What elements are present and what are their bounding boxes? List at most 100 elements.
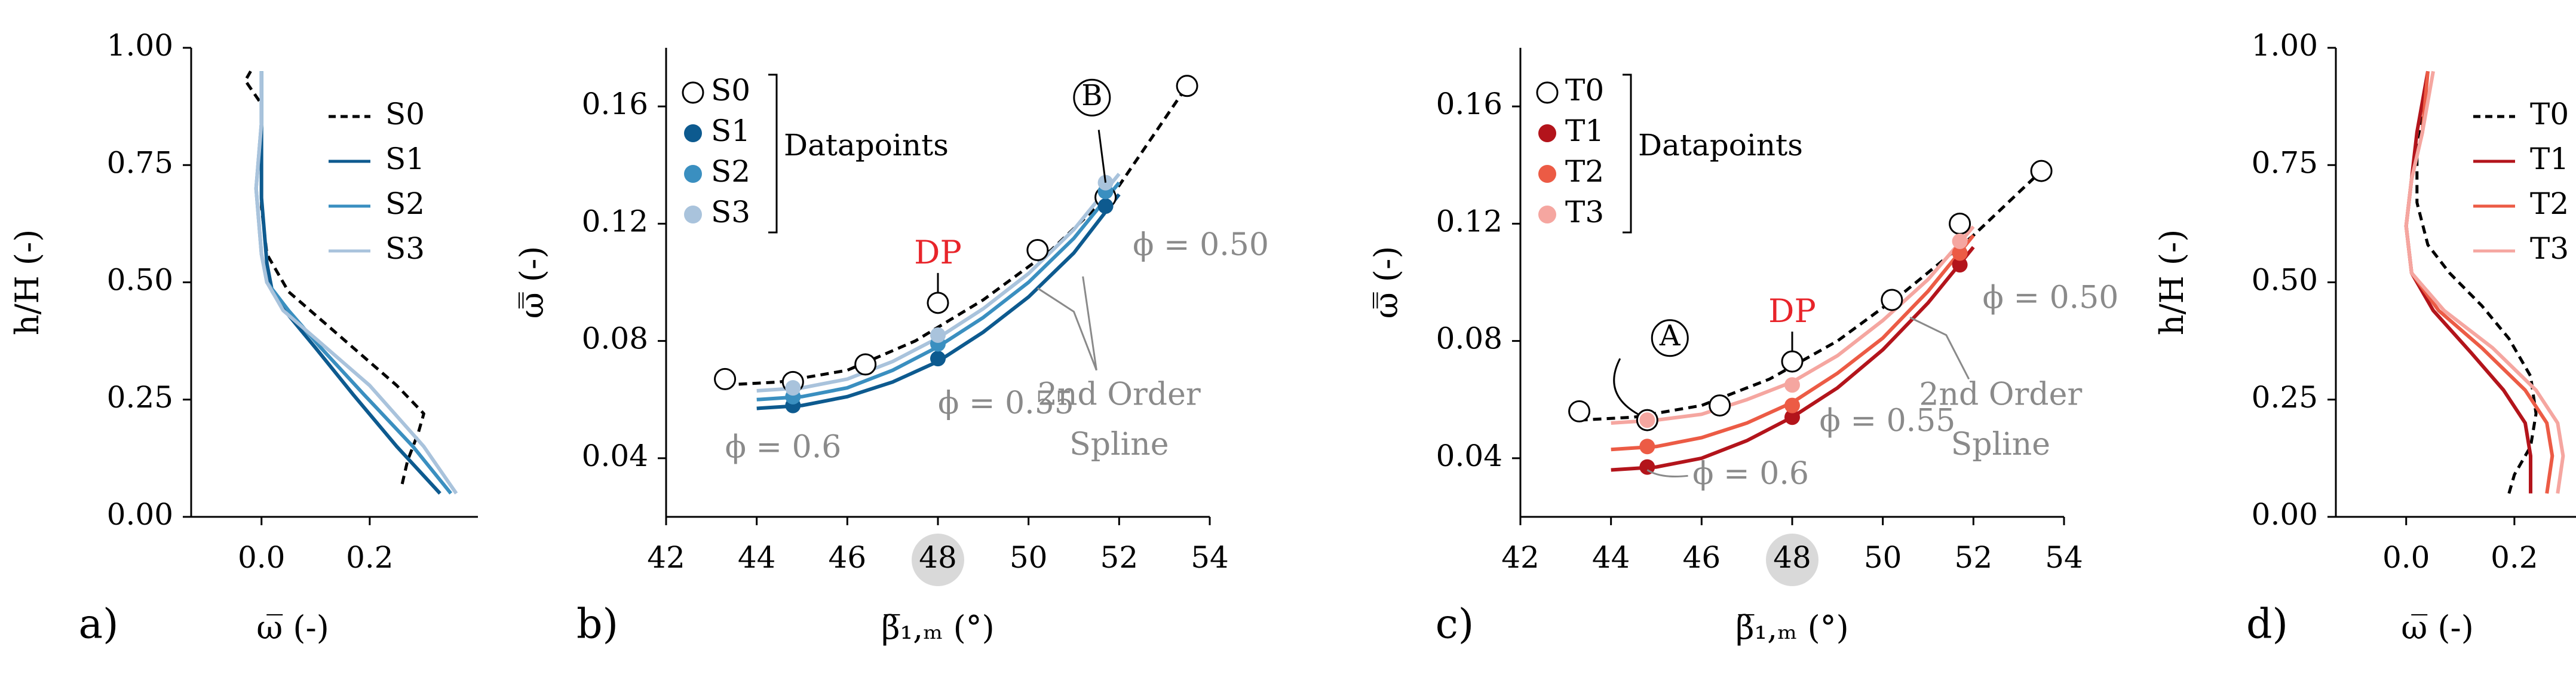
y-tick-label: 1.00: [2252, 28, 2318, 63]
y-tick-label: 0.04: [582, 439, 648, 473]
y-tick-label: 0.50: [2252, 263, 2318, 298]
y-tick-label: 0.16: [582, 87, 648, 121]
data-point-t3: [1952, 233, 1968, 249]
legend-marker-s2: [684, 165, 702, 183]
x-tick-label: 44: [1592, 540, 1630, 575]
panel-label: a): [78, 601, 118, 648]
series-line-t3: [2404, 71, 2565, 494]
series-line-s0: [244, 71, 425, 485]
x-axis-label: β̅₁,ₘ (°): [881, 609, 994, 647]
x-tick-label: 50: [1010, 540, 1048, 575]
phi-055-label: ϕ = 0.55: [938, 385, 1074, 421]
legend-marker-s3: [684, 206, 702, 223]
legend-label-s2: S2: [711, 154, 750, 189]
spline-leader: [1082, 276, 1097, 370]
y-tick-label: 1.00: [107, 28, 173, 63]
y-tick-label: 0.25: [2252, 380, 2318, 415]
data-point-t1: [1784, 409, 1800, 425]
x-tick-label: 42: [647, 540, 685, 575]
x-tick-label: 0.0: [238, 540, 286, 575]
legend-datapoints-label: Datapoints: [1638, 128, 1803, 163]
dp-tick-highlight: [912, 534, 964, 586]
fit-curve-s0: [725, 85, 1189, 387]
series-line-s1: [259, 71, 441, 495]
data-point-t3: [1784, 377, 1800, 393]
x-tick-label: 52: [1955, 540, 1993, 575]
phi-050-label: ϕ = 0.50: [1983, 280, 2119, 315]
data-point-s3: [930, 327, 946, 343]
x-axis-label: β̅₁,ₘ (°): [1735, 609, 1848, 647]
legend-label-t3: T3: [1565, 195, 1604, 229]
y-tick-label: 0.00: [2252, 497, 2318, 532]
spline-leader: [1909, 317, 1970, 380]
marker-b-label: B: [1081, 79, 1102, 112]
data-point-s1: [1097, 198, 1114, 214]
phi-055-label: ϕ = 0.55: [1820, 403, 1956, 439]
y-tick-label: 0.00: [107, 497, 173, 532]
legend-marker-s0: [682, 81, 704, 104]
y-tick-label: 0.08: [1436, 321, 1502, 356]
x-tick-label: 0.0: [2382, 540, 2430, 575]
y-tick-label: 0.75: [2252, 145, 2318, 180]
legend-datapoints-label: Datapoints: [784, 128, 949, 163]
spline-label: 2nd Order: [1919, 376, 2082, 412]
series-line-t0: [2415, 71, 2538, 494]
data-point-s1: [930, 351, 946, 367]
y-tick-label: 0.12: [1436, 204, 1502, 238]
data-point-s0: [1176, 75, 1198, 97]
y-tick-label: 0.04: [1436, 439, 1502, 473]
data-point-t2: [1639, 439, 1655, 455]
legend-label-s0: S0: [385, 97, 425, 131]
spline-leader: [1037, 287, 1097, 371]
legend-bracket: [1623, 73, 1632, 234]
data-point-t0: [1568, 400, 1591, 422]
phi-050-label: ϕ = 0.50: [1133, 227, 1269, 263]
x-tick-label: 48: [919, 540, 957, 575]
marker-a-leader: [1613, 358, 1639, 415]
x-tick-label: 46: [1683, 540, 1721, 575]
panel-label: d): [2246, 601, 2288, 648]
data-point-t2: [1952, 245, 1968, 261]
marker-a-label: A: [1659, 319, 1681, 353]
legend-marker-t2: [1538, 165, 1556, 183]
legend-label-s3: S3: [711, 195, 750, 229]
data-point-t3: [1639, 412, 1655, 428]
legend-label-t1: T1: [1565, 114, 1604, 148]
data-point-t0: [1781, 350, 1804, 373]
x-tick-label: 54: [2045, 540, 2083, 575]
legend-label-t2: T2: [1565, 154, 1604, 189]
series-line-s2: [254, 71, 453, 495]
y-tick-label: 0.75: [107, 145, 173, 180]
x-tick-label: 42: [1501, 540, 1540, 575]
x-tick-label: 46: [829, 540, 867, 575]
legend-label-s0: S0: [711, 73, 750, 108]
x-tick-label: 54: [1191, 540, 1229, 575]
x-tick-label: 50: [1864, 540, 1902, 575]
data-point-t0: [1881, 289, 1903, 311]
legend-label-t1: T1: [2530, 142, 2569, 176]
marker-a-circle: [1651, 319, 1689, 357]
phi-06-label: ϕ = 0.6: [1692, 456, 1809, 492]
data-point-s0: [927, 292, 949, 314]
legend-label-s1: S1: [385, 142, 425, 176]
y-tick-label: 0.16: [1436, 87, 1502, 121]
series-line-t1: [2404, 71, 2532, 494]
data-point-s0: [714, 367, 737, 390]
legend-label-t0: T0: [2530, 97, 2569, 131]
series-line-s3: [254, 71, 458, 495]
x-tick-label: 44: [738, 540, 776, 575]
phi-06-leader: [1646, 469, 1688, 478]
x-tick-label: 48: [1773, 540, 1811, 575]
legend-label-s3: S3: [385, 231, 425, 266]
data-point-t0: [1709, 394, 1731, 417]
spline-label: 2nd Order: [1038, 376, 1201, 412]
data-point-t1: [1639, 459, 1655, 475]
data-point-t0: [2030, 160, 2053, 182]
dp-label: DP: [914, 234, 962, 271]
legend-marker-t3: [1538, 206, 1556, 223]
panel-label: c): [1436, 601, 1474, 648]
x-axis-label: ω̅ (-): [256, 609, 329, 647]
legend-label-t3: T3: [2530, 231, 2569, 266]
dp-tick-highlight: [1766, 534, 1818, 586]
